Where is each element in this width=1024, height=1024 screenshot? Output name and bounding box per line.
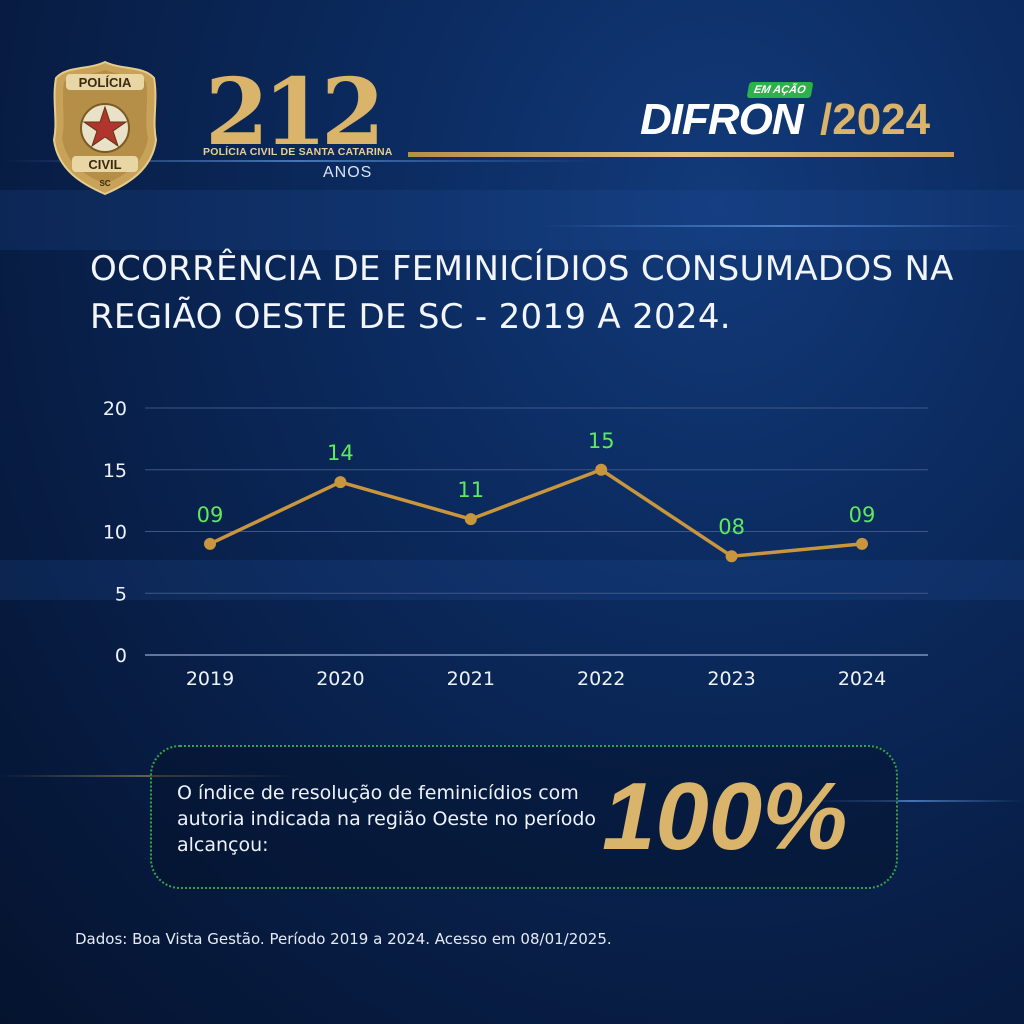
y-tick-label: 15 (103, 460, 127, 482)
anniversary-org-name: POLÍCIA CIVIL DE SANTA CATARINA (203, 146, 393, 158)
header-divider (408, 152, 954, 157)
header: POLÍCIA CIVIL SC 212 POLÍCIA CIVIL DE SA… (0, 0, 1024, 210)
x-tick-label: 2024 (838, 668, 886, 690)
police-badge-logo: POLÍCIA CIVIL SC (52, 60, 158, 196)
data-point (595, 463, 608, 476)
data-point (464, 513, 477, 526)
data-label: 11 (457, 478, 484, 502)
data-label: 09 (197, 503, 224, 527)
anniversary-number: 212 (205, 58, 385, 166)
anniversary-unit: ANOS (323, 164, 373, 181)
data-label: 09 (849, 503, 876, 527)
badge-state-text: SC (99, 179, 110, 188)
data-point (725, 550, 738, 563)
line-chart: 0 5 10 15 20 2019 2020 2021 2022 2023 2024 09 14 11 1… (103, 398, 928, 690)
light-streak (800, 800, 1024, 802)
background-band (0, 190, 1024, 250)
program-name: DIFRON (640, 95, 804, 144)
callout-value: 100% (602, 763, 848, 870)
badge-bottom-text: CIVIL (88, 157, 121, 172)
y-tick-label: 10 (103, 522, 127, 544)
x-tick-label: 2023 (707, 668, 755, 690)
axis-layer: 0 5 10 15 20 2019 2020 2021 2022 2023 2024 (103, 398, 886, 690)
data-label: 15 (588, 429, 615, 453)
x-tick-label: 2022 (577, 668, 625, 690)
x-tick-label: 2021 (447, 668, 495, 690)
data-label-layer: 09 14 11 15 08 09 (197, 429, 876, 539)
chart-title: OCORRÊNCIA DE FEMINICÍDIOS CONSUMADOS NA… (90, 249, 954, 337)
light-streak (540, 225, 1024, 227)
badge-top-text: POLÍCIA (79, 75, 132, 90)
x-tick-label: 2020 (316, 668, 364, 690)
callout-text: O índice de resolução de feminicídios co… (177, 782, 597, 856)
light-streak (0, 160, 600, 162)
data-point (856, 537, 868, 550)
y-tick-label: 0 (115, 645, 127, 667)
data-point (334, 476, 347, 489)
series-layer (204, 463, 868, 563)
data-label: 08 (718, 515, 745, 539)
y-tick-label: 20 (103, 398, 127, 420)
y-tick-label: 5 (115, 583, 127, 605)
data-source-note: Dados: Boa Vista Gestão. Período 2019 a … (75, 930, 612, 948)
data-point (204, 537, 216, 550)
x-tick-label: 2019 (186, 668, 234, 690)
grid-layer (145, 407, 928, 656)
data-label: 14 (327, 441, 354, 465)
resolution-callout: O índice de resolução de feminicídios co… (150, 745, 898, 889)
program-year: /2024 (820, 95, 931, 144)
series-line (209, 468, 863, 558)
